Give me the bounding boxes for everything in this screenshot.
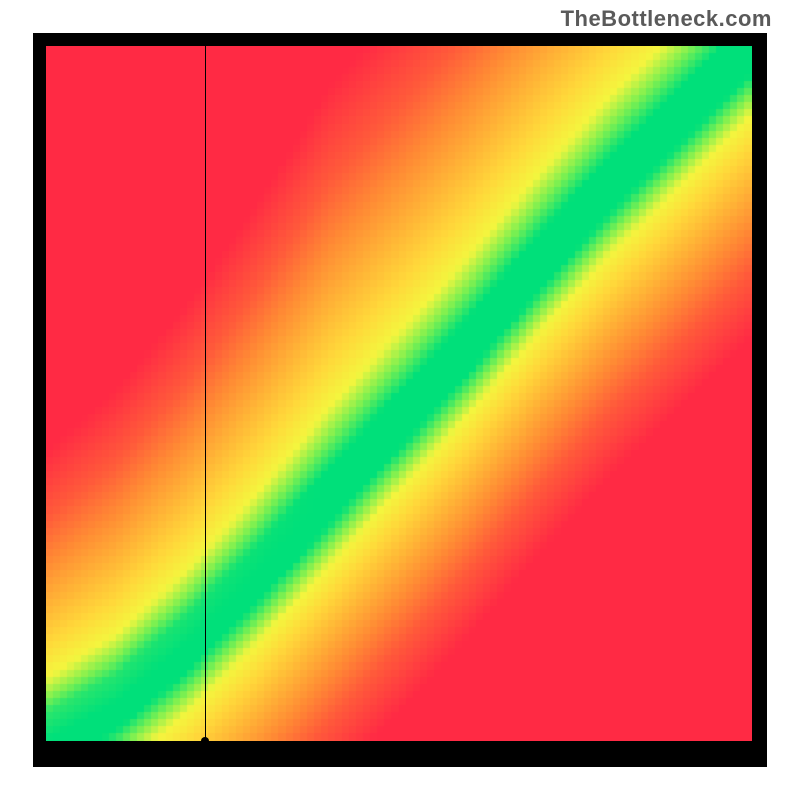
watermark-text: TheBottleneck.com [561, 6, 772, 32]
chart-frame [33, 33, 767, 767]
bottleneck-heatmap [46, 46, 752, 741]
crosshair-vertical-line [205, 46, 206, 741]
crosshair-point [201, 737, 209, 745]
